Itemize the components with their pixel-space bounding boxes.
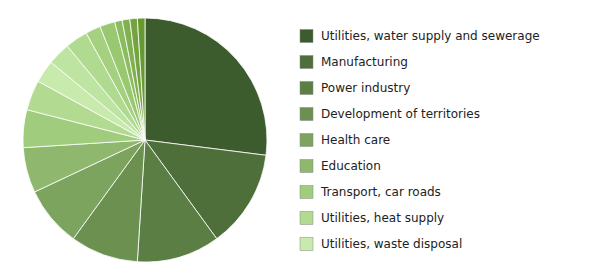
pie-slice bbox=[145, 18, 267, 155]
chart-container: Utilities, water supply and sewerage Manu… bbox=[0, 0, 605, 280]
legend-swatch bbox=[300, 134, 313, 147]
legend-swatch bbox=[300, 160, 313, 173]
legend-swatch bbox=[300, 186, 313, 199]
pie-slice bbox=[137, 140, 216, 262]
legend-swatch bbox=[300, 30, 313, 43]
legend-label: Transport, car roads bbox=[320, 185, 441, 199]
legend-swatch bbox=[300, 56, 313, 69]
pie-slice bbox=[137, 18, 145, 140]
legend-label: Utilities, waste disposal bbox=[321, 237, 462, 251]
pie bbox=[23, 18, 267, 262]
pie-slice bbox=[122, 19, 145, 140]
legend-label: Manufacturing bbox=[321, 55, 408, 69]
legend-label: Utilities, heat supply bbox=[321, 211, 444, 225]
chart-svg: Utilities, water supply and sewerage Manu… bbox=[0, 0, 605, 280]
legend-swatch bbox=[300, 82, 313, 95]
legend: Utilities, water supply and sewerage Manu… bbox=[300, 29, 540, 251]
legend-swatch bbox=[300, 212, 313, 225]
legend-label: Utilities, water supply and sewerage bbox=[321, 29, 540, 43]
legend-swatch bbox=[300, 108, 313, 121]
pie-slice bbox=[23, 140, 145, 192]
pie-slice bbox=[130, 18, 145, 140]
legend-label: Development of territories bbox=[321, 107, 480, 121]
legend-label: Education bbox=[321, 159, 381, 173]
legend-label: Power industry bbox=[321, 81, 410, 95]
legend-label: Health care bbox=[321, 133, 390, 147]
legend-swatch bbox=[300, 238, 313, 251]
